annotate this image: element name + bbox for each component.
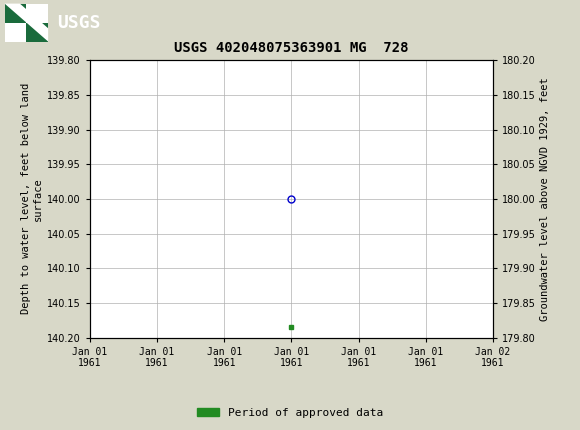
Text: USGS: USGS [57,14,100,31]
Bar [5,3,48,42]
Polygon shape [5,3,48,42]
Bar [5,3,27,22]
Y-axis label: Groundwater level above NGVD 1929, feet: Groundwater level above NGVD 1929, feet [540,77,550,321]
Legend: Period of approved data: Period of approved data [193,403,387,422]
Y-axis label: Depth to water level, feet below land
surface: Depth to water level, feet below land su… [21,83,43,314]
Bar [27,22,48,42]
Title: USGS 402048075363901 MG  728: USGS 402048075363901 MG 728 [174,41,409,55]
